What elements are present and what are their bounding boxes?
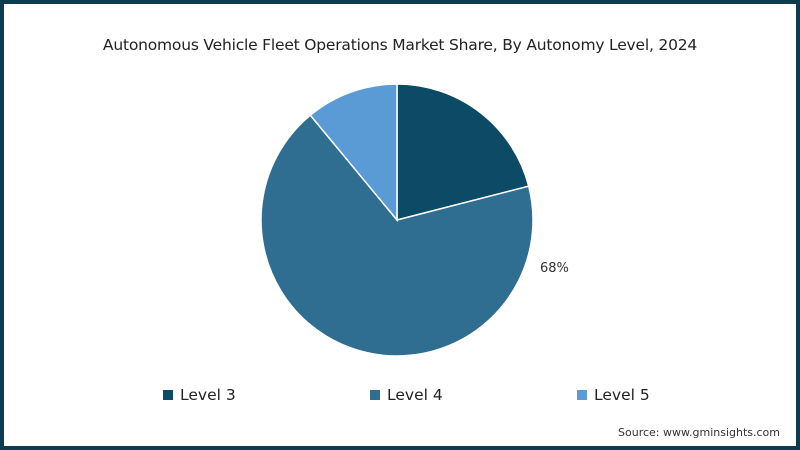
legend: Level 3 Level 4 Level 5 xyxy=(0,386,800,410)
legend-swatch-level-4 xyxy=(370,390,380,400)
source-credit: Source: www.gminsights.com xyxy=(618,426,780,439)
data-label-level-4: 68% xyxy=(540,261,569,276)
pie-slice-level-5 xyxy=(309,83,398,223)
legend-item-level-4: Level 4 xyxy=(370,386,443,404)
pie-slice-level-4 xyxy=(260,114,534,357)
legend-swatch-level-5 xyxy=(577,390,587,400)
legend-item-level-5: Level 5 xyxy=(577,386,650,404)
legend-label: Level 3 xyxy=(180,386,236,404)
legend-label: Level 4 xyxy=(387,386,443,404)
legend-label: Level 5 xyxy=(594,386,650,404)
legend-item-level-3: Level 3 xyxy=(163,386,236,404)
legend-swatch-level-3 xyxy=(163,390,173,400)
pie-slice-level-3 xyxy=(396,83,530,221)
chart-title: Autonomous Vehicle Fleet Operations Mark… xyxy=(102,36,698,54)
